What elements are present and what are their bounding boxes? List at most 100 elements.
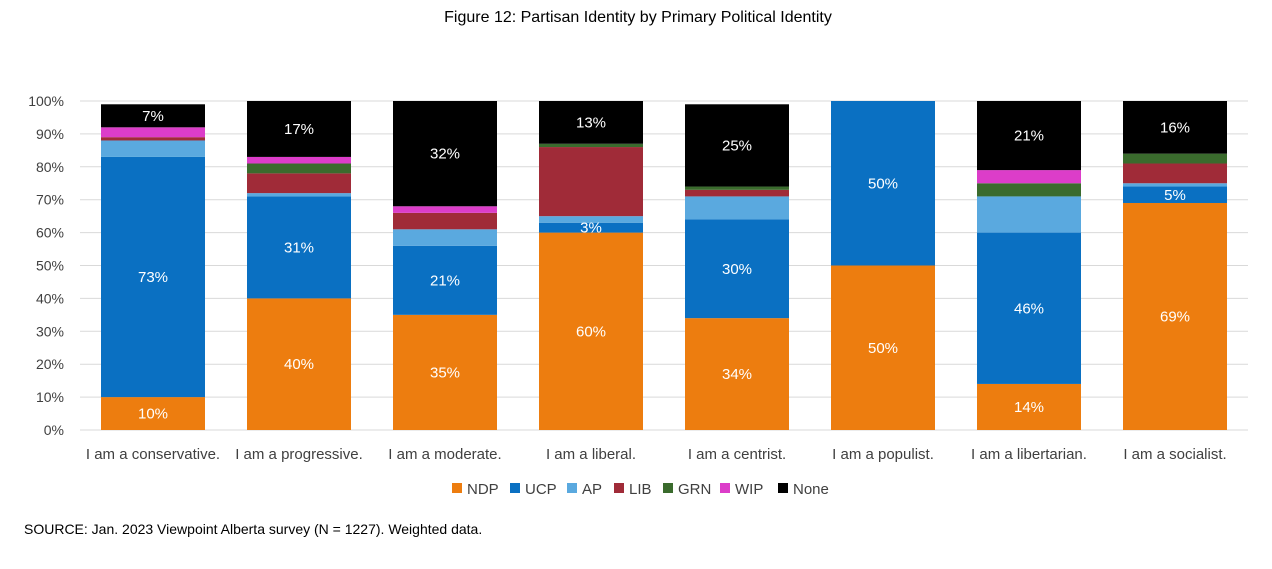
x-tick-label: I am a progressive.	[235, 446, 363, 463]
chart-title: Figure 12: Partisan Identity by Primary …	[444, 9, 832, 26]
data-label: 30%	[722, 261, 752, 278]
data-label: 14%	[1014, 399, 1044, 416]
y-tick-label: 40%	[36, 290, 64, 306]
data-label: 17%	[284, 121, 314, 138]
bar-segment-lib	[393, 212, 497, 230]
bar-segment-grn	[685, 186, 789, 190]
legend-label: GRN	[678, 481, 711, 498]
legend-swatch	[614, 483, 624, 493]
legend-item-ndp: NDP	[452, 481, 499, 498]
bar-segment-ndp	[101, 397, 205, 430]
bar-segment-lib	[247, 173, 351, 194]
bar-segment-ucp	[393, 245, 497, 315]
data-label: 69%	[1160, 308, 1190, 325]
x-tick-label: I am a moderate.	[388, 446, 501, 463]
legend-label: NDP	[467, 481, 499, 498]
legend-item-wip: WIP	[720, 481, 763, 498]
y-tick-label: 100%	[28, 93, 64, 109]
x-tick-label: I am a libertarian.	[971, 446, 1087, 463]
data-label: 32%	[430, 146, 460, 163]
bar-segment-ndp	[247, 298, 351, 430]
y-tick-label: 50%	[36, 258, 64, 274]
bar-segment-none	[1123, 101, 1227, 154]
legend-swatch	[778, 483, 788, 493]
data-label: 73%	[138, 269, 168, 286]
bar-segment-grn	[247, 163, 351, 174]
data-label: 21%	[430, 272, 460, 289]
y-tick-label: 90%	[36, 126, 64, 142]
bar-segment-grn	[977, 183, 1081, 197]
bar-segment-lib	[685, 189, 789, 197]
y-tick-label: 20%	[36, 356, 64, 372]
bar-segment-none	[393, 101, 497, 207]
y-axis-ticks: 0% 10% 20% 30% 40% 50% 60% 70% 80% 90% 100%	[28, 93, 64, 438]
bar-segment-ucp	[1123, 186, 1227, 203]
x-tick-label: I am a centrist.	[688, 446, 786, 463]
data-label: 60%	[576, 323, 606, 340]
x-tick-label: I am a liberal.	[546, 446, 636, 463]
y-tick-label: 0%	[44, 422, 64, 438]
data-label: 10%	[138, 406, 168, 423]
data-label: 50%	[868, 175, 898, 192]
legend-item-ap: AP	[567, 481, 602, 498]
bar-segment-none	[977, 101, 1081, 171]
legend-swatch	[567, 483, 577, 493]
y-tick-label: 60%	[36, 225, 64, 241]
bar-segment-ucp	[539, 222, 643, 233]
bar-segment-ndp	[831, 265, 935, 430]
bar-segment-ap	[977, 196, 1081, 233]
data-label: 46%	[1014, 300, 1044, 317]
legend-swatch	[720, 483, 730, 493]
legend-item-grn: GRN	[663, 481, 711, 498]
y-tick-label: 70%	[36, 192, 64, 208]
bar-segment-none	[101, 104, 205, 128]
legend-swatch	[452, 483, 462, 493]
bar-segment-ap	[101, 140, 205, 157]
legend-swatch	[510, 483, 520, 493]
bar-segment-lib	[1123, 163, 1227, 184]
bar-segment-none	[685, 104, 789, 187]
legend: NDP UCP AP LIB GRN WIP None	[452, 481, 829, 498]
bar-segment-lib	[101, 137, 205, 141]
legend-label: UCP	[525, 481, 557, 498]
bar-segment-lib	[539, 147, 643, 217]
bar-segment-ucp	[977, 232, 1081, 384]
data-label: 16%	[1160, 119, 1190, 136]
bar-segment-wip	[247, 156, 351, 164]
legend-item-ucp: UCP	[510, 481, 557, 498]
legend-swatch	[663, 483, 673, 493]
legend-label: LIB	[629, 481, 652, 498]
data-label: 40%	[284, 356, 314, 373]
y-tick-label: 10%	[36, 389, 64, 405]
data-label: 13%	[576, 114, 606, 131]
bar-segment-grn	[1123, 153, 1227, 164]
y-tick-label: 30%	[36, 323, 64, 339]
bar-segment-none	[539, 101, 643, 144]
data-label: 25%	[722, 137, 752, 154]
data-labels: 10% 73% 7% 40% 31% 17% 35% 21% 32% 60% 3% 13% 34% 30%…	[138, 108, 1190, 423]
y-tick-label: 80%	[36, 159, 64, 175]
legend-label: AP	[582, 481, 602, 498]
bar-segment-wip	[393, 206, 497, 213]
bar-segment-ndp	[977, 383, 1081, 430]
bar-segment-ap	[393, 229, 497, 246]
bar-segment-ndp	[539, 232, 643, 430]
bar-segment-ap	[685, 196, 789, 220]
bar-segment-wip	[977, 170, 1081, 184]
bar-segment-none	[247, 101, 351, 157]
legend-label: None	[793, 481, 829, 498]
data-label: 34%	[722, 366, 752, 383]
bar-segment-ndp	[1123, 202, 1227, 430]
bar-segment-grn	[539, 143, 643, 148]
data-label: 50%	[868, 340, 898, 357]
bar-segment-ucp	[101, 156, 205, 398]
bar-segment-ucp	[685, 219, 789, 319]
data-label: 21%	[1014, 128, 1044, 145]
data-label: 35%	[430, 364, 460, 381]
legend-item-lib: LIB	[614, 481, 652, 498]
bar-segment-ndp	[685, 318, 789, 430]
data-label: 31%	[284, 239, 314, 256]
bar-segment-ucp	[247, 196, 351, 299]
